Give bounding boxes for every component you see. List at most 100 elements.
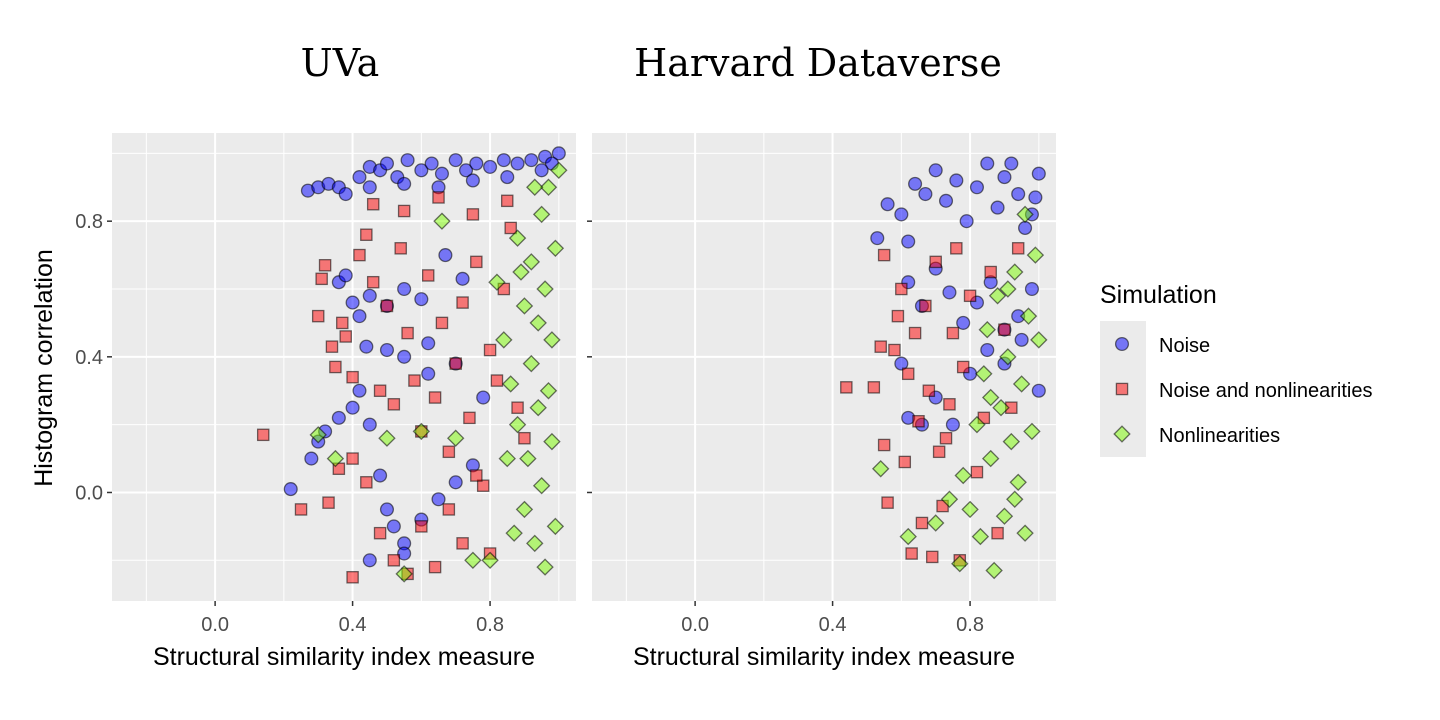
- point-noise-and-nonlinearities: [256, 428, 270, 442]
- x-axis-ticks: 0.0 0.4 0.8: [681, 601, 984, 636]
- facet-title-uva: UVa: [301, 41, 380, 85]
- point-noise: [476, 390, 491, 405]
- point-noise: [283, 482, 298, 497]
- panel-background: [592, 133, 1056, 601]
- point-noise-and-nonlinearities: [456, 537, 469, 550]
- point-nonlinearities: [999, 280, 1017, 298]
- point-noise: [373, 468, 388, 483]
- point-noise-and-nonlinearities: [998, 323, 1011, 336]
- point-noise: [469, 156, 484, 171]
- point-nonlinearities: [501, 375, 520, 393]
- point-noise: [352, 170, 367, 185]
- point-noise: [949, 173, 964, 188]
- point-nonlinearities: [522, 253, 541, 271]
- point-noise: [901, 234, 916, 249]
- point-noise-and-nonlinearities: [877, 438, 891, 452]
- point-nonlinearities: [961, 500, 979, 519]
- point-noise: [918, 186, 933, 202]
- point-noise: [304, 451, 319, 466]
- point-nonlinearities: [1006, 490, 1024, 508]
- point-nonlinearities: [505, 524, 523, 542]
- point-noise: [534, 163, 549, 178]
- point-noise-and-nonlinearities: [470, 255, 483, 269]
- panel-grid: [112, 133, 576, 601]
- point-noise-and-nonlinearities: [895, 282, 908, 296]
- point-noise: [400, 153, 415, 168]
- point-noise: [1018, 220, 1033, 236]
- point-noise-and-nonlinearities: [432, 191, 445, 204]
- point-nonlinearities: [412, 422, 431, 441]
- point-noise-and-nonlinearities: [353, 248, 366, 262]
- legend-label-noise: Noise: [1159, 335, 1210, 357]
- legend-key-noise-and-nonlinearities: [1115, 382, 1129, 396]
- point-noise: [397, 176, 412, 191]
- point-noise-and-nonlinearities: [483, 343, 497, 357]
- legend: Simulation Noise Noise and nonlinearitie…: [1100, 281, 1372, 457]
- point-noise-and-nonlinearities: [294, 503, 308, 516]
- point-noise-and-nonlinearities: [346, 452, 359, 465]
- point-noise: [448, 153, 463, 168]
- point-noise: [362, 180, 377, 195]
- point-nonlinearities: [508, 415, 527, 434]
- point-noise: [997, 170, 1012, 185]
- point-noise-and-nonlinearities: [926, 550, 939, 564]
- point-nonlinearities: [526, 178, 544, 196]
- point-nonlinearities: [978, 320, 996, 339]
- point-nonlinearities: [529, 398, 547, 417]
- point-noise: [421, 366, 436, 381]
- point-nonlinearities: [871, 460, 890, 478]
- y-tick-label: 0.0: [75, 482, 103, 504]
- point-noise: [894, 356, 909, 371]
- point-noise: [338, 186, 353, 202]
- point-noise-and-nonlinearities: [881, 496, 894, 509]
- point-noise-and-nonlinearities: [929, 255, 942, 269]
- point-noise-and-nonlinearities: [501, 194, 514, 208]
- point-noise-and-nonlinearities: [901, 367, 915, 381]
- point-nonlinearities: [992, 398, 1010, 417]
- point-noise-and-nonlinearities: [315, 272, 328, 286]
- point-nonlinearities: [519, 449, 537, 468]
- point-nonlinearities: [988, 287, 1007, 305]
- point-noise: [438, 248, 453, 263]
- point-noise-and-nonlinearities: [1011, 242, 1025, 255]
- panel-uva: UVa 0.0 0.4 0.8 0.0 0.4 0.8 Structural simil…: [75, 41, 576, 671]
- point-noise: [894, 207, 909, 222]
- point-nonlinearities: [495, 331, 513, 349]
- point-noise-and-nonlinearities: [421, 269, 435, 282]
- x-axis-ticks: 0.0 0.4 0.8: [201, 601, 504, 636]
- point-nonlinearities: [536, 558, 554, 576]
- point-noise-and-nonlinearities: [387, 554, 401, 567]
- point-noise-and-nonlinearities: [919, 299, 932, 313]
- point-nonlinearities: [378, 429, 396, 447]
- point-noise-and-nonlinearities: [891, 309, 905, 323]
- point-noise: [1028, 190, 1043, 205]
- point-nonlinearities: [1009, 473, 1027, 492]
- point-noise: [524, 153, 539, 168]
- point-nonlinearities: [985, 561, 1003, 580]
- point-noise-and-nonlinearities: [915, 516, 929, 530]
- point-nonlinearities: [1016, 524, 1034, 542]
- point-nonlinearities: [1012, 375, 1031, 393]
- x-tick-label: 0.8: [476, 614, 504, 636]
- point-noise: [908, 176, 923, 191]
- point-noise: [496, 153, 511, 168]
- point-noise: [431, 492, 446, 507]
- point-noise-and-nonlinearities: [346, 370, 359, 384]
- point-nonlinearities: [999, 348, 1017, 366]
- point-noise-and-nonlinearities: [442, 503, 456, 516]
- point-nonlinearities: [543, 331, 561, 349]
- point-noise: [338, 268, 353, 283]
- point-noise: [362, 553, 377, 568]
- point-noise: [500, 170, 515, 185]
- point-noise-and-nonlinearities: [888, 343, 901, 357]
- point-noise-and-nonlinearities: [840, 381, 853, 394]
- point-noise-and-nonlinearities: [394, 242, 407, 255]
- point-noise: [414, 163, 429, 178]
- point-nonlinearities: [975, 365, 993, 383]
- x-tick-label: 0.4: [819, 614, 847, 636]
- point-nonlinearities: [1016, 205, 1034, 224]
- point-noise: [386, 519, 401, 534]
- point-nonlinearities: [899, 527, 917, 546]
- point-noise: [880, 197, 895, 212]
- point-nonlinearities: [546, 239, 565, 258]
